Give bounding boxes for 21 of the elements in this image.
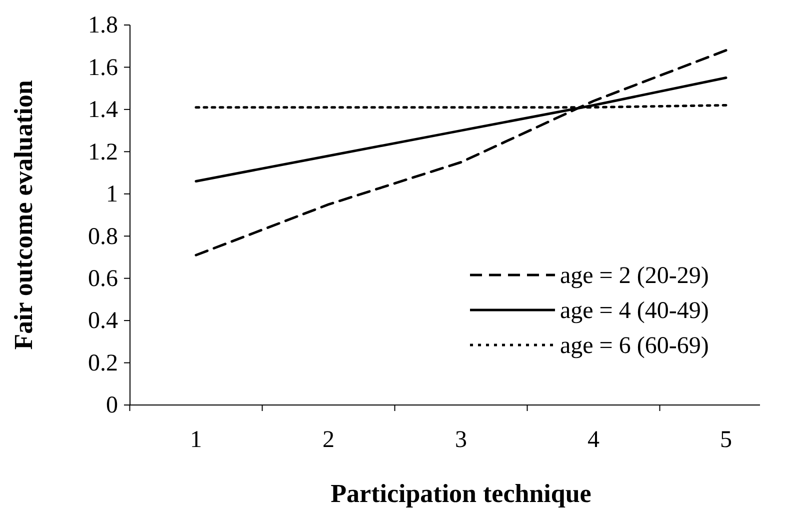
y-tick-label: 1.8 [88, 12, 118, 39]
y-tick-label: 1.2 [88, 139, 118, 166]
x-tick-label: 2 [322, 427, 334, 453]
y-tick-label: 0.8 [88, 224, 118, 250]
x-tick-label: 1 [190, 427, 202, 453]
y-tick-label: 0.6 [88, 266, 118, 292]
legend-label: age = 4 (40-49) [560, 298, 709, 324]
x-axis-title: Participation technique [330, 479, 592, 508]
y-tick-label: 0.2 [88, 350, 118, 376]
y-axis-title: Fair outcome evaluation [9, 80, 38, 350]
x-tick-label: 4 [588, 427, 600, 453]
y-tick-label: 0.4 [88, 308, 118, 334]
line-series [194, 49, 728, 256]
x-tick-label: 5 [720, 427, 732, 453]
y-tick-label: 1.6 [88, 54, 118, 81]
legend-label: age = 6 (60-69) [560, 333, 709, 359]
y-tick-label: 0 [106, 392, 118, 419]
legend-label: age = 2 (20-29) [560, 263, 709, 289]
y-tick-label: 1.4 [88, 97, 118, 124]
y-tick-label: 1 [106, 182, 118, 208]
x-tick-label: 3 [455, 427, 467, 453]
